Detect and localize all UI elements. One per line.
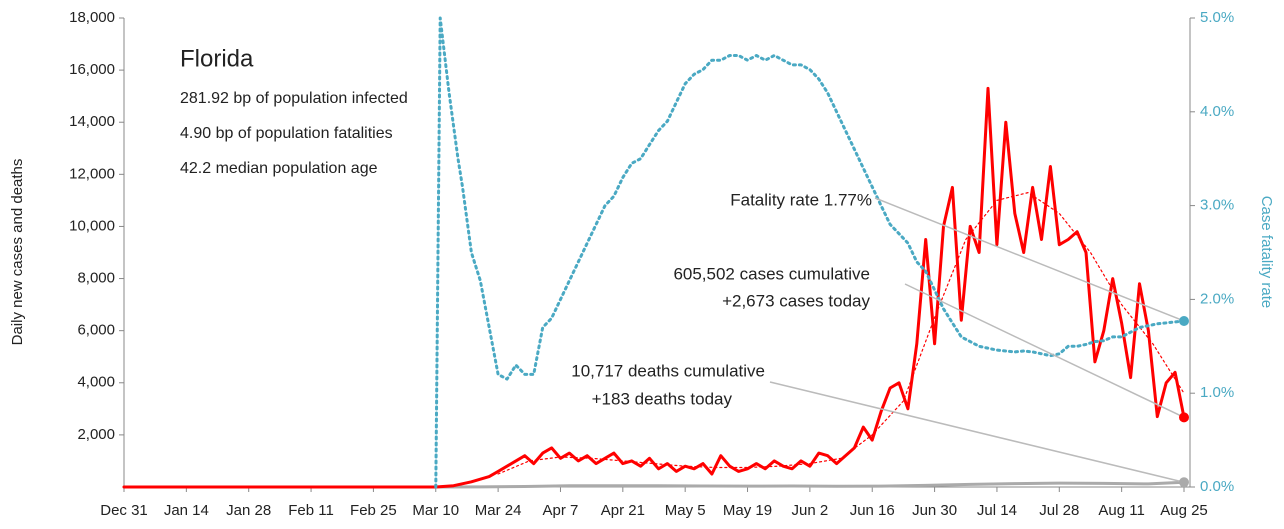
info-line: 281.92 bp of population infected bbox=[180, 90, 408, 107]
info-line: 42.2 median population age bbox=[180, 160, 378, 177]
y-tick-label: 10,000 bbox=[69, 217, 115, 234]
series-line bbox=[497, 192, 1185, 475]
y-tick-label: 6,000 bbox=[77, 322, 115, 339]
annotation: +2,673 cases today bbox=[722, 291, 870, 310]
x-tick-label: Jun 30 bbox=[912, 502, 957, 519]
x-tick-label: Mar 10 bbox=[412, 502, 459, 519]
x-tick-label: Jul 14 bbox=[977, 502, 1017, 519]
y-tick-label: 12,000 bbox=[69, 165, 115, 182]
x-tick-label: Apr 21 bbox=[601, 502, 645, 519]
y-tick-label: 2,000 bbox=[77, 426, 115, 443]
x-tick-label: Mar 24 bbox=[475, 502, 522, 519]
y2-axis-label: Case fatality rate bbox=[1258, 196, 1275, 309]
x-tick-label: Aug 25 bbox=[1160, 502, 1208, 519]
y2-tick-label: 3.0% bbox=[1200, 197, 1234, 214]
x-tick-label: Feb 11 bbox=[288, 502, 334, 519]
x-tick-label: Jun 16 bbox=[850, 502, 895, 519]
annotation: Fatality rate 1.77% bbox=[730, 190, 872, 209]
leader-line bbox=[769, 381, 1185, 483]
info-line: 4.90 bp of population fatalities bbox=[180, 125, 393, 142]
y2-tick-label: 2.0% bbox=[1200, 290, 1234, 307]
y-tick-label: 18,000 bbox=[69, 9, 115, 26]
leader-line bbox=[874, 197, 1185, 322]
y2-tick-label: 5.0% bbox=[1200, 9, 1234, 26]
y2-tick-label: 4.0% bbox=[1200, 103, 1234, 120]
y-tick-label: 4,000 bbox=[77, 374, 115, 391]
y-tick-label: 8,000 bbox=[77, 270, 115, 287]
x-tick-label: Jun 2 bbox=[792, 502, 829, 519]
x-tick-label: Jul 28 bbox=[1039, 502, 1079, 519]
x-tick-label: Aug 11 bbox=[1098, 502, 1144, 519]
x-tick-label: May 5 bbox=[665, 502, 706, 519]
y-tick-label: 14,000 bbox=[69, 113, 115, 130]
x-tick-label: Jan 14 bbox=[164, 502, 209, 519]
end-marker bbox=[1179, 315, 1189, 326]
annotation: +183 deaths today bbox=[592, 389, 733, 408]
x-tick-label: Jan 28 bbox=[226, 502, 271, 519]
y-tick-label: 16,000 bbox=[69, 61, 115, 78]
series-line bbox=[434, 16, 1186, 489]
y2-tick-label: 1.0% bbox=[1200, 384, 1234, 401]
x-tick-label: May 19 bbox=[723, 502, 772, 519]
annotation: 605,502 cases cumulative bbox=[673, 264, 870, 283]
y-axis-label: Daily new cases and deaths bbox=[9, 159, 26, 346]
y2-tick-label: 0.0% bbox=[1200, 478, 1234, 495]
series-line bbox=[122, 86, 1186, 489]
end-marker bbox=[1179, 412, 1189, 423]
leader-line bbox=[904, 283, 1185, 419]
end-marker bbox=[1179, 477, 1189, 488]
x-tick-label: Apr 7 bbox=[543, 502, 579, 519]
x-tick-label: Dec 31 bbox=[100, 502, 148, 519]
annotation: 10,717 deaths cumulative bbox=[571, 361, 765, 380]
series-line bbox=[122, 480, 1186, 489]
x-tick-label: Feb 25 bbox=[350, 502, 397, 519]
chart-title: Florida bbox=[180, 45, 254, 72]
